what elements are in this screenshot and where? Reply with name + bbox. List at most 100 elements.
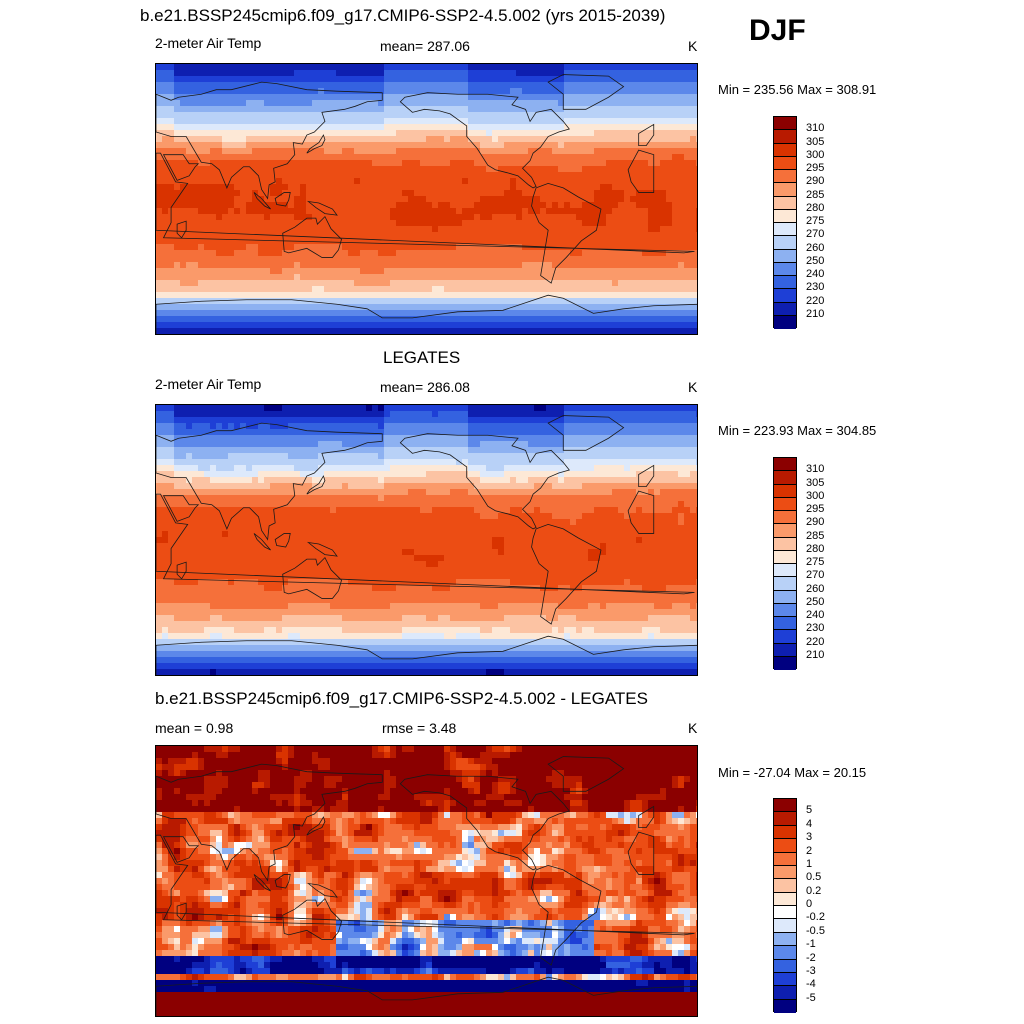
colorbar-swatch	[774, 972, 796, 987]
colorbar-swatch	[774, 892, 796, 906]
colorbar-tick-label: 310	[806, 122, 825, 135]
coastline	[638, 123, 655, 146]
colorbar-swatch	[774, 906, 796, 920]
colorbar-swatch	[774, 130, 796, 144]
colorbar-swatch	[774, 497, 796, 511]
colorbar-tick-label: 300	[806, 489, 825, 502]
panel-1-minmax: Min = 235.56 Max = 308.91	[718, 82, 877, 97]
colorbar-tick-label: 260	[806, 582, 825, 595]
colorbar-tick-label: -3	[806, 964, 816, 977]
colorbar-swatch	[774, 946, 796, 960]
colorbar-tick-label: 300	[806, 148, 825, 161]
panel-2-minmax: Min = 223.93 Max = 304.85	[718, 423, 877, 438]
panel-1-map	[155, 63, 698, 335]
colorbar-tick-label: 295	[806, 503, 825, 515]
coastline	[399, 92, 570, 189]
colorbar-tick-label: 210	[806, 648, 825, 661]
colorbar-tick-label: 240	[806, 268, 825, 280]
coastline	[531, 523, 602, 625]
colorbar-tick-label: -0.5	[806, 924, 825, 937]
colorbar-swatch	[774, 117, 796, 131]
colorbar-swatch	[774, 156, 796, 170]
colorbar-tick-label: 250	[806, 595, 825, 608]
colorbar-tick-label: 260	[806, 241, 825, 254]
colorbar-swatch	[774, 183, 796, 197]
panel-1-units: K	[688, 38, 698, 54]
colorbar-swatch	[774, 458, 796, 472]
colorbar-swatch	[774, 879, 796, 893]
coastline	[156, 493, 695, 595]
colorbar-tick-label: -0.2	[806, 911, 825, 924]
colorbar-swatch	[774, 630, 796, 644]
colorbar-tick-label: 270	[806, 569, 825, 582]
colorbar-tick-label: 5	[806, 804, 813, 817]
coastline	[162, 836, 200, 863]
coastline	[547, 415, 625, 451]
colorbar-tick-label: -2	[806, 951, 816, 964]
coastline	[547, 74, 625, 110]
coastline	[531, 182, 602, 284]
colorbar-tick-label: 280	[806, 542, 825, 555]
colorbar-swatch	[774, 919, 796, 933]
panel-3-units: K	[688, 720, 698, 736]
colorbar-swatch	[774, 999, 796, 1013]
coastline	[156, 422, 383, 541]
panel-3-mean: mean = 0.98	[155, 720, 234, 736]
colorbar-tick-label: 275	[806, 556, 825, 568]
coastline	[162, 154, 200, 181]
colorbar-swatch	[774, 590, 796, 604]
coastline	[156, 152, 695, 254]
coastline	[156, 976, 697, 1016]
colorbar-swatch	[774, 603, 796, 617]
coastline	[306, 882, 338, 898]
colorbar-swatch	[774, 471, 796, 485]
colorbar-tick-label: 295	[806, 162, 825, 174]
coastline	[156, 81, 383, 200]
panel-2-units: K	[688, 379, 698, 395]
panel-2-colorbar	[773, 457, 797, 670]
colorbar-tick-label: 270	[806, 228, 825, 241]
coastline	[306, 475, 326, 495]
colorbar-swatch	[774, 276, 796, 290]
coastline	[306, 134, 326, 154]
colorbar-tick-label: 240	[806, 609, 825, 621]
colorbar-tick-label: 305	[806, 476, 825, 489]
panel-1-colorbar	[773, 116, 797, 329]
colorbar-swatch	[774, 289, 796, 303]
colorbar-swatch	[774, 236, 796, 250]
colorbar-swatch	[774, 209, 796, 223]
coastline	[253, 874, 271, 892]
colorbar-tick-label: 285	[806, 529, 825, 542]
coastline	[282, 897, 342, 940]
coastline	[274, 874, 291, 889]
colorbar-tick-label: 290	[806, 516, 825, 529]
coastline	[274, 192, 291, 207]
coastline	[282, 556, 342, 599]
panel-2-title: LEGATES	[383, 348, 461, 367]
colorbar-swatch	[774, 839, 796, 853]
season-label: DJF	[749, 14, 806, 47]
colorbar-swatch	[774, 143, 796, 157]
colorbar-tick-label: 285	[806, 188, 825, 201]
colorbar-tick-label: 230	[806, 622, 825, 635]
panel-3-map	[155, 745, 698, 1017]
coastline	[399, 433, 570, 530]
colorbar-swatch	[774, 564, 796, 578]
colorbar-swatch	[774, 511, 796, 525]
coastline	[627, 490, 655, 534]
coastline	[176, 902, 187, 921]
panel-1-variable: 2-meter Air Temp	[155, 35, 262, 51]
colorbar-tick-label: 250	[806, 254, 825, 267]
coastline	[531, 864, 602, 966]
panel-3-minmax: Min = -27.04 Max = 20.15	[718, 765, 867, 780]
panel-1-title: b.e21.BSSP245cmip6.f09_g17.CMIP6-SSP2-4.…	[140, 6, 666, 25]
colorbar-swatch	[774, 959, 796, 973]
colorbar-swatch	[774, 865, 796, 880]
colorbar-tick-label: -1	[806, 938, 816, 951]
colorbar-swatch	[774, 302, 796, 316]
panel-3-title: b.e21.BSSP245cmip6.f09_g17.CMIP6-SSP2-4.…	[155, 689, 648, 708]
colorbar-tick-label: 0	[806, 898, 813, 910]
colorbar-swatch	[774, 196, 796, 210]
coastline	[176, 220, 187, 239]
colorbar-tick-label: -4	[806, 978, 816, 991]
